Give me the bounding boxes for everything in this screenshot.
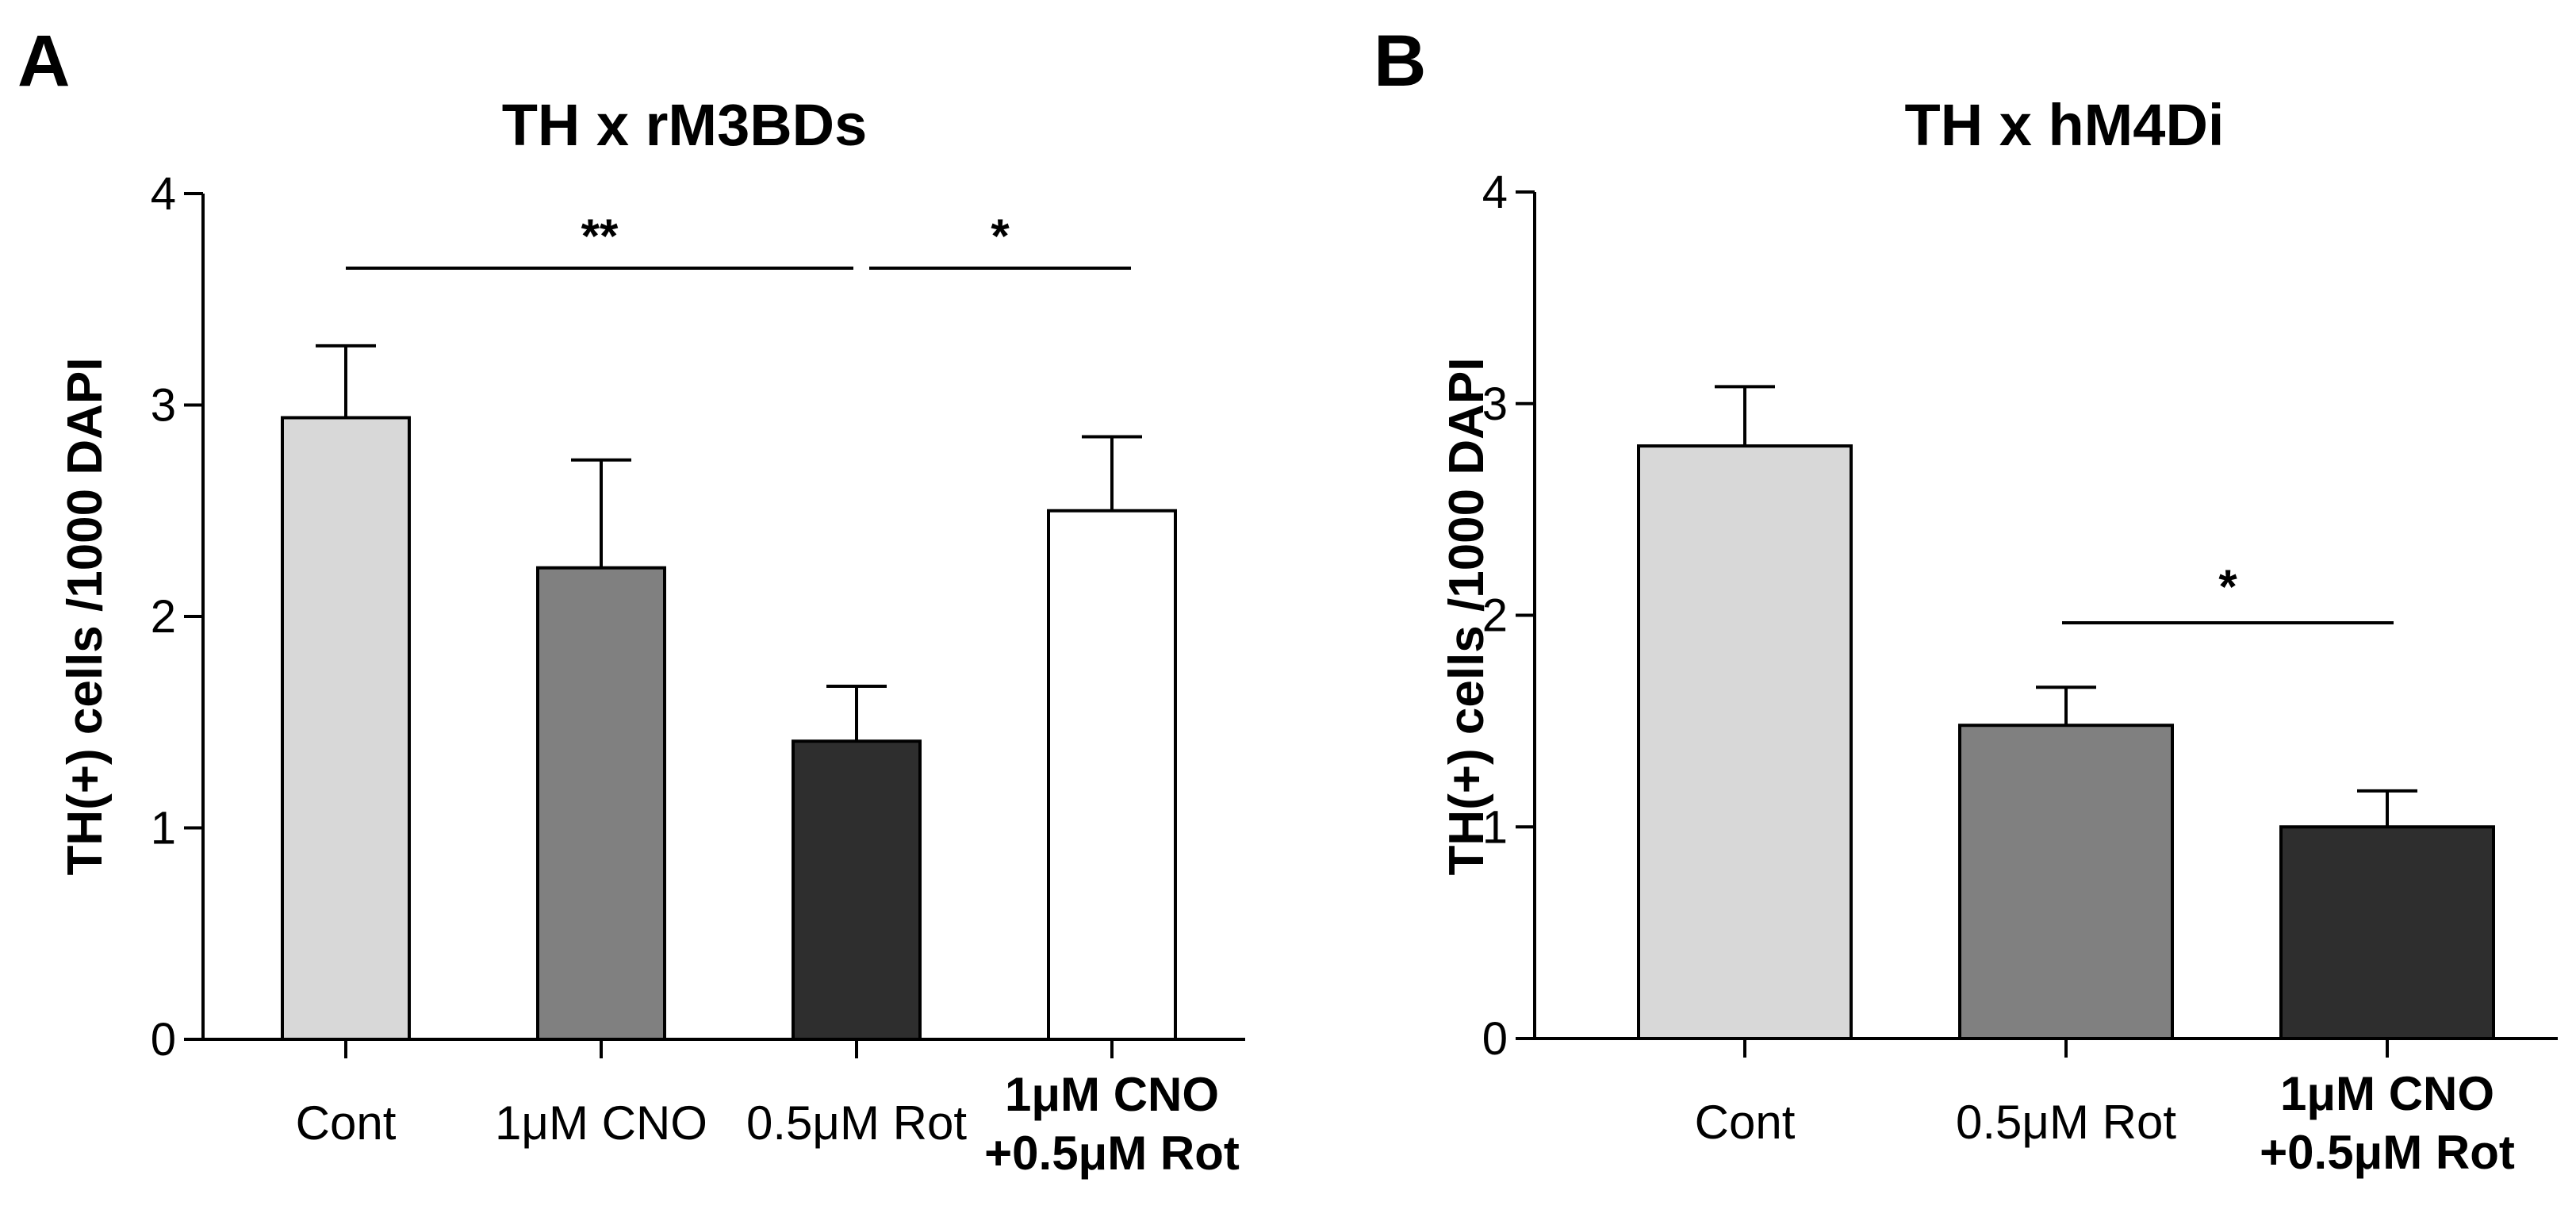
x-category-label: Cont — [1695, 1096, 1796, 1149]
y-tick-label: 4 — [151, 168, 176, 220]
panel-b-chart: B TH x hM4Di TH(+) cells /1000 DAPI 0 1 2 3 4 Co… — [1374, 21, 2558, 1179]
chart-title: TH x hM4Di — [1905, 92, 2225, 158]
y-axis-label: TH(+) cells /1000 DAPI — [1439, 358, 1494, 876]
x-category-label: 0.5μM Rot — [1956, 1096, 2176, 1149]
x-category-label-line: +0.5μM Rot — [984, 1127, 1240, 1180]
y-tick-label: 3 — [151, 380, 176, 432]
panel-label: A — [17, 21, 70, 102]
panel-label: B — [1374, 21, 1426, 102]
y-tick-label: 0 — [1482, 1013, 1508, 1065]
x-category-label: 0.5μM Rot — [746, 1096, 967, 1150]
y-tick-label: 1 — [151, 803, 176, 854]
y-tick-label: 2 — [1482, 590, 1508, 642]
bar — [281, 416, 411, 1041]
significance-label: * — [2218, 560, 2237, 613]
x-category-label-line: 1μM CNO — [2280, 1067, 2494, 1120]
significance-label: ** — [581, 209, 619, 263]
y-axis-label: TH(+) cells /1000 DAPI — [58, 358, 113, 876]
x-category-label: 1μM CNO +0.5μM Rot — [2260, 1067, 2515, 1179]
x-category-label: 1μM CNO +0.5μM Rot — [984, 1068, 1240, 1180]
y-tick-label: 3 — [1482, 378, 1508, 430]
x-category-label: 1μM CNO — [495, 1096, 707, 1150]
y-tick-label: 0 — [151, 1014, 176, 1065]
bar — [1047, 509, 1177, 1041]
x-category-label-line: 1μM CNO — [1005, 1068, 1219, 1121]
x-category-label-line: +0.5μM Rot — [2260, 1126, 2515, 1179]
y-tick-label: 4 — [1482, 167, 1508, 218]
x-category-label: Cont — [296, 1096, 397, 1150]
bar — [1958, 724, 2174, 1041]
panel-a-chart: A TH x rM3BDs TH(+) cells /1000 DAPI 0 1 2 3 4 C… — [17, 21, 1245, 1180]
bar — [536, 566, 666, 1041]
bar — [2279, 825, 2495, 1040]
chart-title: TH x rM3BDs — [502, 92, 868, 158]
bar — [1637, 444, 1853, 1040]
y-tick-label: 2 — [151, 591, 176, 643]
y-tick-label: 1 — [1482, 801, 1508, 853]
bar — [792, 739, 922, 1041]
significance-label: * — [991, 209, 1010, 263]
